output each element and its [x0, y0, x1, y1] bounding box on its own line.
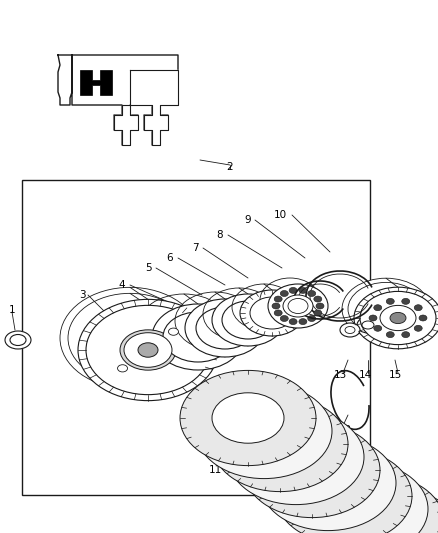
Ellipse shape	[308, 471, 380, 521]
Ellipse shape	[124, 333, 172, 367]
Ellipse shape	[250, 297, 294, 329]
Text: 2: 2	[227, 162, 233, 172]
Bar	[22, 180, 370, 495]
Ellipse shape	[228, 409, 364, 505]
Text: 11: 11	[208, 465, 222, 475]
Ellipse shape	[354, 287, 438, 349]
Ellipse shape	[268, 284, 328, 328]
Ellipse shape	[244, 419, 316, 469]
Ellipse shape	[289, 319, 297, 325]
Ellipse shape	[386, 298, 394, 304]
Ellipse shape	[5, 331, 31, 349]
Ellipse shape	[272, 303, 280, 309]
Ellipse shape	[402, 298, 410, 304]
Ellipse shape	[244, 422, 380, 518]
Ellipse shape	[283, 295, 313, 317]
Ellipse shape	[292, 462, 428, 533]
Ellipse shape	[324, 487, 438, 533]
Ellipse shape	[324, 484, 396, 533]
Ellipse shape	[169, 328, 178, 335]
Ellipse shape	[288, 298, 308, 313]
Ellipse shape	[374, 305, 382, 311]
Ellipse shape	[274, 296, 282, 302]
Ellipse shape	[78, 300, 218, 401]
Ellipse shape	[276, 448, 412, 533]
Ellipse shape	[68, 293, 192, 383]
Ellipse shape	[390, 312, 406, 324]
Ellipse shape	[308, 474, 438, 533]
Ellipse shape	[280, 316, 288, 321]
Ellipse shape	[374, 325, 382, 332]
Ellipse shape	[60, 287, 200, 389]
Ellipse shape	[117, 365, 127, 372]
Ellipse shape	[356, 510, 428, 533]
Polygon shape	[114, 70, 178, 145]
Text: 14: 14	[358, 370, 371, 380]
Ellipse shape	[274, 310, 282, 316]
Text: 1: 1	[9, 305, 15, 315]
Text: 7: 7	[192, 243, 198, 253]
Ellipse shape	[152, 304, 244, 370]
Ellipse shape	[362, 321, 374, 329]
Ellipse shape	[196, 307, 254, 349]
Ellipse shape	[120, 330, 176, 370]
Text: 10: 10	[273, 210, 286, 220]
Polygon shape	[80, 70, 112, 95]
Ellipse shape	[414, 325, 422, 332]
Ellipse shape	[369, 315, 377, 321]
Ellipse shape	[386, 332, 394, 337]
Text: 15: 15	[389, 370, 402, 380]
Ellipse shape	[138, 343, 158, 357]
Ellipse shape	[180, 370, 316, 466]
Ellipse shape	[308, 290, 316, 296]
Ellipse shape	[280, 290, 288, 296]
Ellipse shape	[260, 432, 332, 482]
Ellipse shape	[289, 287, 297, 293]
Text: 12: 12	[339, 425, 352, 435]
Ellipse shape	[360, 292, 436, 345]
Ellipse shape	[163, 312, 233, 362]
Ellipse shape	[316, 303, 324, 309]
Text: 6: 6	[167, 253, 173, 263]
Text: 4: 4	[119, 280, 125, 290]
Ellipse shape	[299, 287, 307, 293]
Ellipse shape	[240, 290, 304, 336]
Ellipse shape	[86, 305, 210, 394]
Ellipse shape	[340, 500, 438, 533]
Ellipse shape	[276, 445, 348, 495]
Ellipse shape	[260, 435, 396, 530]
Ellipse shape	[314, 310, 322, 316]
Ellipse shape	[212, 397, 348, 491]
Ellipse shape	[314, 296, 322, 302]
Polygon shape	[58, 55, 178, 145]
Text: 5: 5	[145, 263, 151, 273]
Ellipse shape	[357, 317, 379, 333]
Ellipse shape	[212, 294, 284, 346]
Ellipse shape	[228, 406, 300, 456]
Ellipse shape	[340, 497, 412, 533]
Ellipse shape	[185, 299, 265, 357]
Ellipse shape	[299, 319, 307, 325]
Ellipse shape	[308, 316, 316, 321]
Ellipse shape	[402, 332, 410, 337]
Ellipse shape	[10, 335, 26, 345]
Ellipse shape	[196, 383, 332, 479]
Ellipse shape	[292, 458, 364, 508]
Ellipse shape	[212, 393, 284, 443]
Text: 13: 13	[333, 370, 346, 380]
Text: 8: 8	[217, 230, 223, 240]
Ellipse shape	[340, 323, 360, 337]
Ellipse shape	[342, 278, 430, 340]
Ellipse shape	[380, 305, 416, 330]
Text: 3: 3	[79, 290, 85, 300]
Ellipse shape	[345, 327, 355, 334]
Ellipse shape	[222, 301, 274, 339]
Ellipse shape	[419, 315, 427, 321]
Ellipse shape	[414, 305, 422, 311]
Ellipse shape	[372, 523, 438, 533]
Ellipse shape	[348, 282, 424, 336]
Text: 9: 9	[245, 215, 251, 225]
